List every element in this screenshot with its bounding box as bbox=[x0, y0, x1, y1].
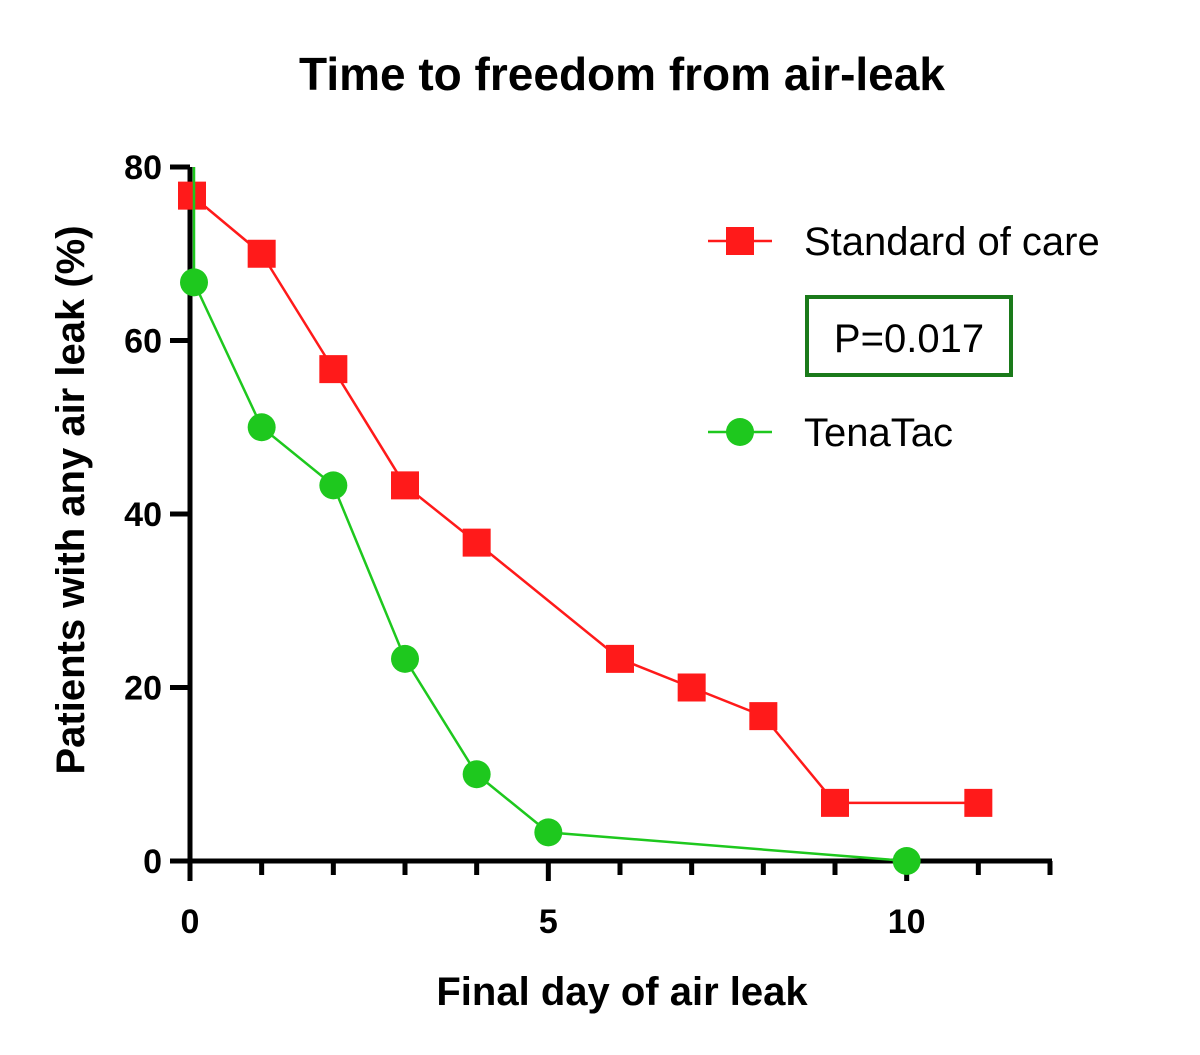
data-point bbox=[247, 413, 276, 442]
data-point bbox=[319, 471, 348, 500]
y-tick-label: 40 bbox=[124, 496, 162, 534]
data-point bbox=[462, 760, 491, 789]
series-line bbox=[192, 167, 907, 863]
p-value-box: P=0.017 bbox=[805, 295, 1013, 377]
p-value-frame bbox=[805, 295, 1013, 377]
x-tick-label: 5 bbox=[539, 903, 558, 941]
axes: 0 20 40 60 80 0 5 10 bbox=[124, 149, 1053, 941]
x-tick-label: 0 bbox=[181, 903, 200, 941]
data-point bbox=[462, 528, 491, 557]
series-line bbox=[191, 194, 979, 805]
data-point bbox=[178, 181, 206, 210]
data-point bbox=[247, 239, 276, 268]
y-axis-label: Patients with any air leak (%) bbox=[49, 225, 93, 774]
legend: Standard of care TenaTac bbox=[708, 220, 1100, 455]
data-point bbox=[821, 788, 849, 817]
data-point bbox=[677, 673, 706, 702]
data-point bbox=[892, 847, 921, 875]
x-tick-label: 10 bbox=[888, 903, 926, 941]
series-circle bbox=[180, 167, 921, 875]
data-point bbox=[391, 471, 419, 500]
y-tick-label: 80 bbox=[124, 149, 162, 187]
p-value-text: P=0.017 bbox=[834, 317, 984, 361]
data-point bbox=[749, 702, 778, 731]
y-tick-label: 0 bbox=[143, 843, 162, 881]
series-layer bbox=[178, 167, 993, 875]
data-point bbox=[534, 818, 563, 847]
data-point bbox=[606, 644, 634, 673]
legend-item: Standard of care bbox=[708, 220, 1100, 264]
legend-marker bbox=[726, 227, 754, 255]
x-axis-label: Final day of air leak bbox=[436, 970, 808, 1014]
legend-label: TenaTac bbox=[804, 411, 953, 455]
data-point bbox=[391, 644, 419, 673]
data-point bbox=[319, 355, 348, 384]
chart-title: Time to freedom from air-leak bbox=[299, 48, 945, 100]
y-tick-label: 20 bbox=[124, 670, 162, 708]
y-tick-label: 60 bbox=[124, 323, 162, 361]
data-point bbox=[180, 268, 208, 297]
legend-marker bbox=[726, 418, 754, 446]
legend-item: TenaTac bbox=[708, 411, 953, 455]
data-point bbox=[964, 788, 993, 817]
series-square bbox=[178, 181, 993, 817]
legend-label: Standard of care bbox=[804, 220, 1100, 264]
